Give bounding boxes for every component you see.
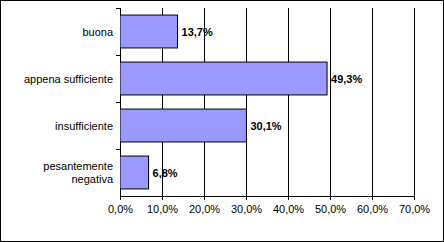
grid-line (414, 8, 415, 196)
data-label: 30,1% (250, 120, 281, 132)
tick-label: 0,0% (108, 203, 133, 215)
tick-label: 40,0% (273, 203, 304, 215)
bar (120, 109, 246, 142)
bars (120, 15, 327, 189)
grid-line (372, 8, 373, 196)
data-label: 49,3% (331, 73, 362, 85)
bar (120, 15, 178, 48)
tick-label: 70,0% (399, 203, 430, 215)
tick-label: 30,0% (231, 203, 262, 215)
chart: 0,0% 10,0% 20,0% 30,0% 40,0% 50,0% 60,0% 70,0% b… (0, 0, 444, 242)
category-tick (116, 102, 120, 103)
bar (120, 62, 327, 95)
tick-label: 10,0% (147, 203, 178, 215)
category-tick (116, 55, 120, 56)
category-label-line: pesantemente (43, 160, 113, 172)
tick-label: 20,0% (189, 203, 220, 215)
category-label: buona (82, 26, 113, 38)
grid-line (288, 8, 289, 196)
grid-line (246, 8, 247, 196)
category-label-line: appena sufficiente (24, 73, 113, 85)
chart-frame (1, 1, 444, 242)
x-axis (120, 196, 415, 197)
category-label-line: negativa (71, 173, 113, 185)
category-label: appena sufficiente (24, 73, 113, 85)
category-label: insufficiente (55, 120, 113, 132)
category-label-line: insufficiente (55, 120, 113, 132)
tick-label: 60,0% (357, 203, 388, 215)
category-tick (116, 8, 120, 9)
data-label: 6,8% (153, 167, 178, 179)
tick-label: 50,0% (315, 203, 346, 215)
category-tick (116, 149, 120, 150)
category-label-line: buona (82, 26, 113, 38)
bar (120, 156, 149, 189)
category-label: pesantementenegativa (43, 160, 114, 185)
data-label: 13,7% (182, 26, 213, 38)
grid-line (330, 8, 331, 196)
